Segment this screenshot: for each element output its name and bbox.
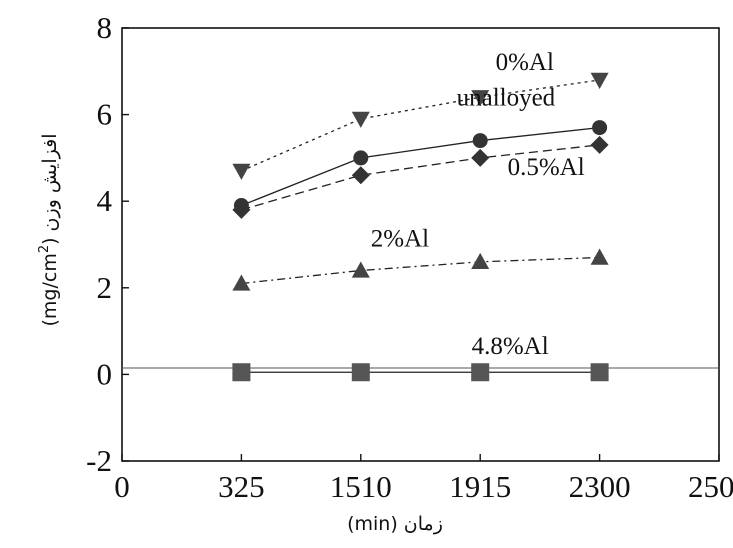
data-point bbox=[351, 261, 370, 278]
svg-text:(mg/cm2)افزایش وزن: (mg/cm2) افزایش وزن bbox=[37, 133, 61, 326]
x-tick-label: 1510 bbox=[330, 469, 392, 504]
series-label: unalloyed bbox=[457, 85, 556, 112]
x-axis-label: (min) زمان bbox=[347, 513, 443, 535]
data-point bbox=[351, 111, 370, 128]
series-label: 4.8%Al bbox=[472, 333, 549, 360]
series-label: 2%Al bbox=[371, 225, 429, 252]
data-point bbox=[232, 274, 251, 291]
y-tick-label: 2 bbox=[97, 270, 113, 305]
data-point bbox=[353, 150, 369, 166]
data-point bbox=[471, 252, 490, 270]
data-point bbox=[351, 166, 370, 185]
series-layer bbox=[232, 72, 609, 382]
x-tick-label: 1915 bbox=[449, 469, 511, 504]
y-axis-label-close: ) bbox=[39, 237, 61, 244]
y-tick-label: 0 bbox=[97, 356, 113, 391]
x-tick-label: 2300 bbox=[569, 469, 631, 504]
data-point bbox=[232, 163, 251, 180]
y-tick-label: 4 bbox=[97, 183, 113, 218]
data-point bbox=[351, 363, 370, 382]
data-point bbox=[232, 363, 251, 382]
data-point bbox=[590, 248, 609, 265]
series-0.5%Al bbox=[232, 135, 609, 219]
series-label: 0%Al bbox=[496, 49, 554, 76]
y-axis-label-unit: (mg/cm bbox=[39, 253, 61, 326]
data-point bbox=[590, 135, 609, 154]
x-tick-label: 325 bbox=[218, 469, 265, 504]
series-0%Al bbox=[232, 72, 609, 180]
data-point bbox=[471, 148, 490, 167]
data-point bbox=[471, 363, 490, 382]
data-point bbox=[232, 200, 251, 219]
series-line bbox=[241, 256, 600, 285]
data-point bbox=[590, 363, 609, 382]
data-point bbox=[472, 133, 488, 149]
x-tick-label: 0 bbox=[114, 469, 130, 504]
series-line bbox=[241, 126, 600, 207]
y-tick-label: 6 bbox=[97, 97, 113, 132]
y-axis-label-exponent: 2 bbox=[37, 245, 52, 253]
series-2%Al bbox=[232, 248, 609, 291]
series-line bbox=[241, 144, 600, 211]
y-axis-ticks: -2 0 2 4 6 8 bbox=[86, 10, 129, 478]
series-labels: 0%Al unalloyed 0.5%Al 2%Al 4.8%Al bbox=[371, 49, 585, 360]
y-tick-label: -2 bbox=[86, 443, 112, 478]
data-point bbox=[592, 120, 608, 136]
data-point bbox=[471, 90, 490, 107]
series-4.8%Al bbox=[232, 363, 609, 382]
plot-frame bbox=[121, 27, 720, 462]
data-point bbox=[590, 72, 609, 89]
series-label: 0.5%Al bbox=[508, 154, 585, 181]
y-axis-label: (mg/cm2) افزایش وزن bbox=[37, 133, 61, 326]
y-axis-label-text: افزایش وزن bbox=[39, 133, 61, 231]
y-tick-label: 8 bbox=[97, 10, 113, 45]
series-line bbox=[241, 79, 600, 172]
